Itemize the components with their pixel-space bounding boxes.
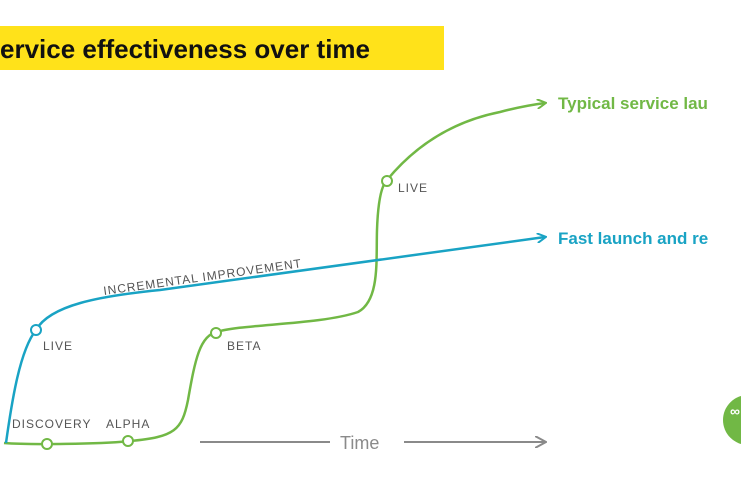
live-typical-label: LIVE (398, 181, 428, 195)
link-icon: ∞ (730, 403, 740, 419)
logo-badge (723, 395, 741, 445)
beta-label: BETA (227, 339, 261, 353)
incremental-improvement-label: INCREMENTAL IMPROVEMENT (102, 256, 302, 298)
time-label: Time (340, 433, 379, 453)
typical-service-legend: Typical service lau (558, 94, 708, 113)
live-fast-label: LIVE (43, 339, 73, 353)
fast-launch-legend: Fast launch and re (558, 229, 708, 248)
beta-marker (210, 327, 222, 339)
live-typical-marker (381, 175, 393, 187)
alpha-marker (122, 435, 134, 447)
typical-service-curve (3, 103, 545, 446)
page-title: ervice effectiveness over time (0, 34, 370, 64)
live-fast-marker (30, 324, 42, 336)
discovery-marker (41, 438, 53, 450)
discovery-label: DISCOVERY (12, 417, 91, 431)
alpha-label: ALPHA (106, 417, 150, 431)
title-banner (0, 26, 444, 70)
